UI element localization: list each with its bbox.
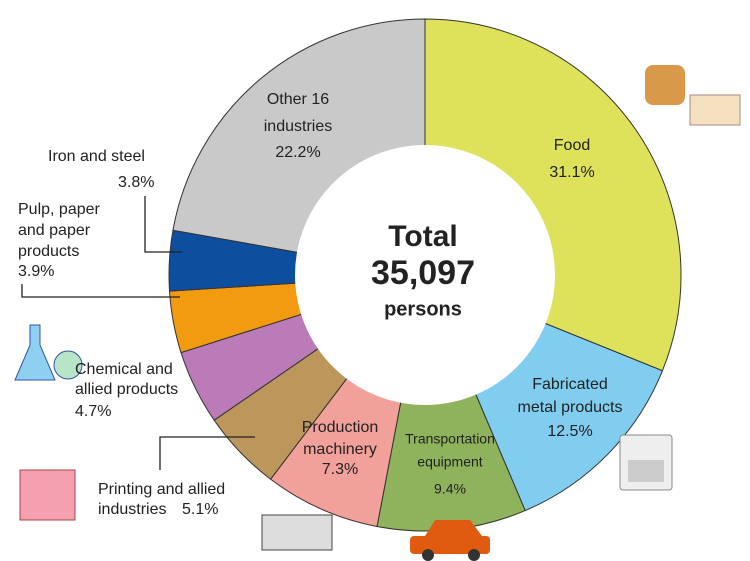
slice-label: equipment xyxy=(417,454,482,470)
slice-value-label: 4.7% xyxy=(75,403,111,420)
slice-label: Fabricated xyxy=(532,376,608,393)
food-icon xyxy=(645,65,741,126)
slice-value-label: 5.1% xyxy=(182,501,218,518)
slice-value-label: 31.1% xyxy=(549,164,594,181)
slice-label: and paper xyxy=(18,222,91,239)
machine-icon xyxy=(261,514,333,551)
slice-label: Transportation xyxy=(405,431,495,447)
center-unit: persons xyxy=(384,298,462,320)
slice-label: Iron and steel xyxy=(48,148,145,165)
slice-value-label: 7.3% xyxy=(322,461,358,478)
slice-label: Chemical and xyxy=(75,361,173,378)
slice-label: Production xyxy=(302,419,379,436)
slice-value-label: 22.2% xyxy=(275,144,320,161)
leader-line xyxy=(21,284,180,298)
book-icon xyxy=(19,469,76,521)
slice-value-label: 12.5% xyxy=(547,423,592,440)
center-title: Total xyxy=(388,220,457,253)
slice-value-label: 3.9% xyxy=(18,263,54,280)
flask-icon xyxy=(14,324,83,381)
slice-label: machinery xyxy=(303,441,377,458)
slice-value-label: 9.4% xyxy=(434,481,466,497)
leader-line xyxy=(144,196,182,253)
car-icon xyxy=(410,520,490,561)
slice-label: Printing and allied xyxy=(98,481,225,498)
slice-label: industries xyxy=(98,501,166,518)
heater-icon xyxy=(619,434,673,491)
slice-label: industries xyxy=(264,118,332,135)
slice-label: Pulp, paper xyxy=(18,201,101,218)
center-total: 35,097 xyxy=(371,254,475,292)
slice-label: Food xyxy=(554,137,590,154)
slice-label: Other 16 xyxy=(267,91,329,108)
leader-line xyxy=(159,436,255,470)
slice-label: products xyxy=(18,243,79,260)
donut-hole xyxy=(295,145,555,405)
slice-label: metal products xyxy=(518,399,623,416)
slice-value-label: 3.8% xyxy=(118,174,154,191)
slice-label: allied products xyxy=(75,381,178,398)
